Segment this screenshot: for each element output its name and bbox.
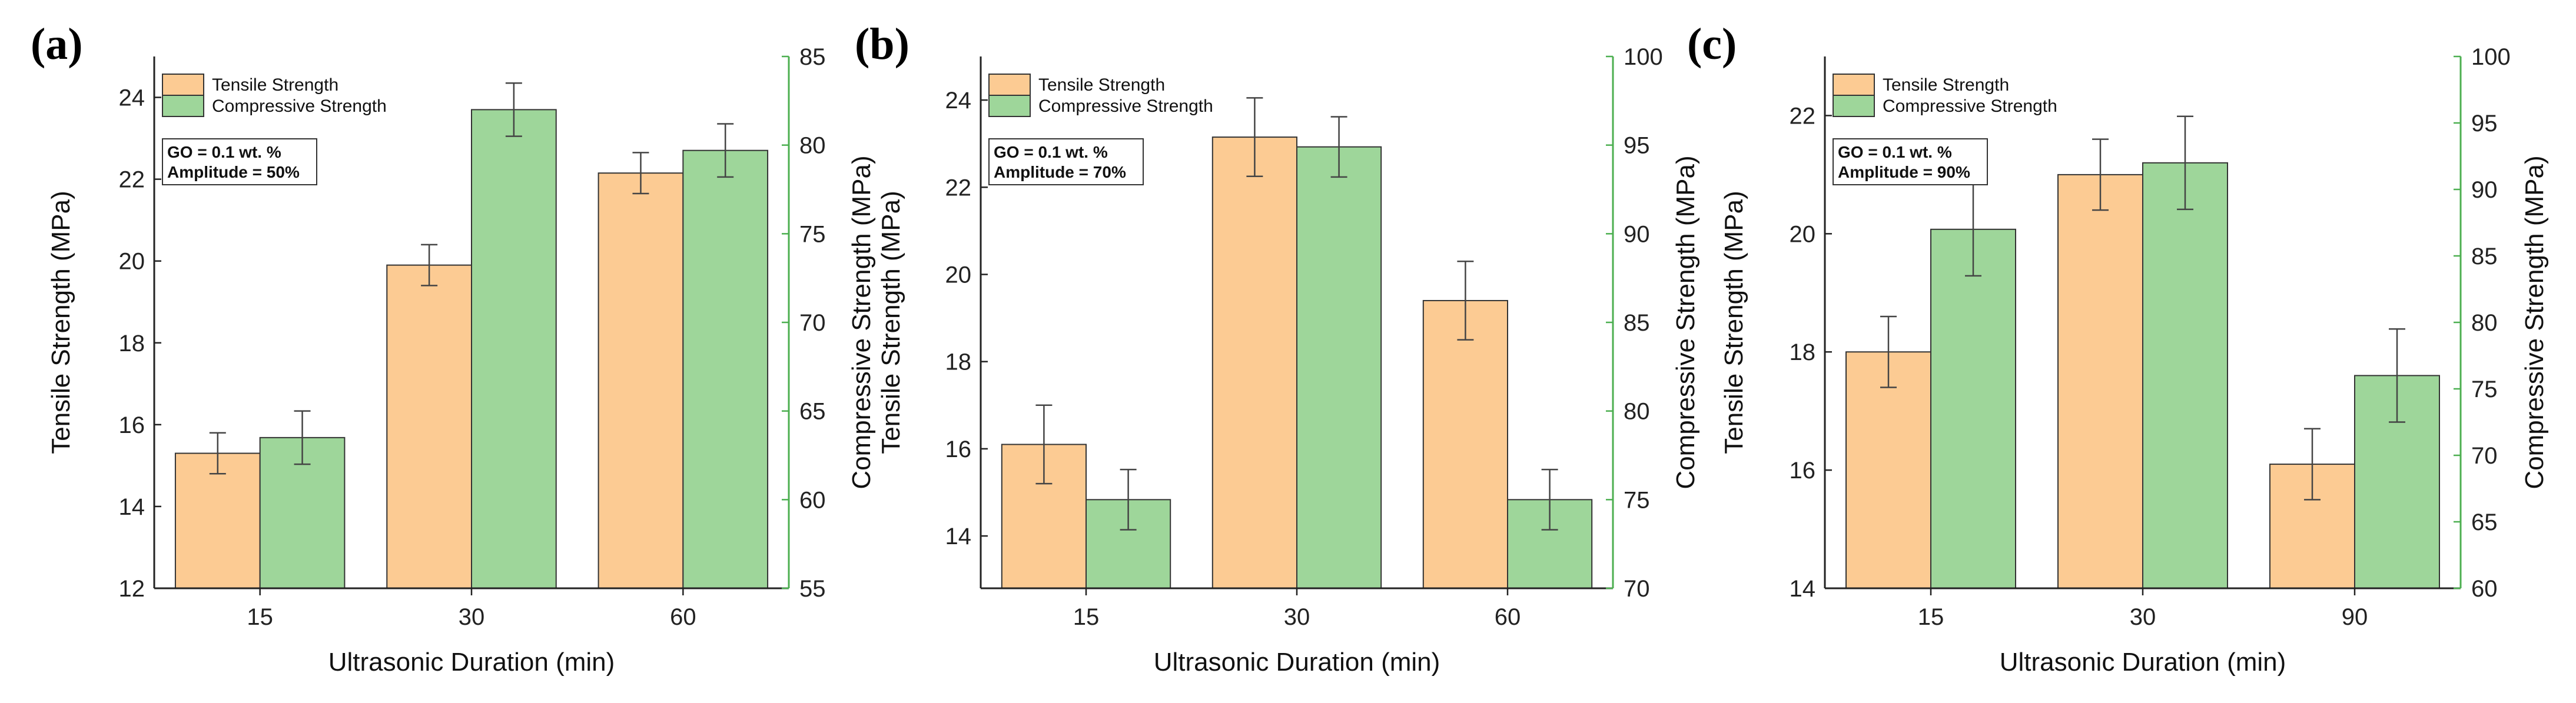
x-tick-label: 60 — [670, 604, 696, 630]
right-y-tick-label: 85 — [2471, 244, 2498, 269]
legend-swatch-tensile — [162, 74, 204, 96]
right-y-tick-label: 70 — [1624, 576, 1650, 602]
right-y-tick-label: 65 — [799, 399, 826, 425]
right-y-tick-label: 100 — [2471, 44, 2511, 70]
left-y-tick-label: 16 — [1790, 458, 1816, 484]
tensile-bar — [1211, 136, 1298, 589]
legend-label-compressive: Compressive Strength — [1883, 96, 2057, 116]
chart-panel-a: (a) 15 30 60 12 14 16 18 20 22 24 55 60 65 70 75 80 85 Ten… — [31, 19, 876, 677]
right-y-axis-title: Compressive Strength (MPa) — [1671, 155, 1700, 489]
right-y-tick-label: 60 — [799, 487, 826, 513]
left-y-tick-label: 14 — [1790, 576, 1816, 602]
right-y-tick-label: 70 — [799, 310, 826, 336]
right-y-tick-label: 95 — [2471, 111, 2498, 136]
left-y-tick-label: 20 — [1790, 221, 1816, 247]
left-y-tick-label: 20 — [119, 249, 145, 275]
legend-label-tensile: Tensile Strength — [1883, 75, 2009, 95]
tensile-bar — [597, 172, 684, 589]
right-y-tick-label: 75 — [2471, 377, 2498, 402]
tensile-bar — [386, 264, 472, 589]
legend-label-tensile: Tensile Strength — [1038, 75, 1165, 95]
right-y-tick-label: 90 — [2471, 177, 2498, 203]
right-y-tick-label: 85 — [799, 44, 826, 70]
right-y-tick-label: 75 — [799, 221, 826, 247]
left-y-tick-label: 20 — [945, 262, 972, 288]
x-axis-title: Ultrasonic Duration (min) — [1154, 648, 1440, 677]
left-y-tick-label: 18 — [119, 331, 145, 357]
panel-label: (b) — [855, 19, 909, 69]
annotation-box — [988, 138, 1144, 185]
legend-swatch-compressive — [162, 95, 204, 117]
right-y-tick-label: 85 — [1624, 310, 1650, 336]
x-tick-label: 30 — [2130, 604, 2156, 630]
tensile-bar — [174, 452, 261, 589]
left-y-tick-label: 22 — [945, 175, 972, 201]
tensile-bar — [1422, 299, 1509, 589]
right-y-tick-label: 70 — [2471, 443, 2498, 469]
right-y-tick-label: 80 — [799, 133, 826, 159]
left-y-tick-label: 14 — [119, 494, 145, 520]
right-y-tick-label: 80 — [1624, 399, 1650, 425]
left-y-axis-title: Tensile Strength (MPa) — [1719, 191, 1748, 454]
panel-label: (c) — [1687, 19, 1737, 69]
x-tick-label: 90 — [2342, 604, 2368, 630]
annotation-amplitude: Amplitude = 90% — [1838, 163, 1970, 181]
annotation-amplitude: Amplitude = 50% — [167, 163, 300, 181]
annotation-box — [1833, 138, 1988, 185]
legend-label-compressive: Compressive Strength — [212, 96, 387, 116]
x-axis-title: Ultrasonic Duration (min) — [2000, 648, 2286, 677]
x-tick-label: 30 — [1284, 604, 1310, 630]
annotation-amplitude: Amplitude = 70% — [994, 163, 1126, 181]
left-y-tick-label: 18 — [1790, 339, 1816, 365]
compressive-bar — [1930, 228, 2016, 589]
annotation-box — [162, 138, 317, 185]
right-y-axis-title: Compressive Strength (MPa) — [847, 155, 876, 489]
x-tick-label: 30 — [459, 604, 485, 630]
panel-label: (a) — [31, 19, 83, 69]
x-tick-label: 15 — [1918, 604, 1944, 630]
legend-swatch-compressive — [1833, 95, 1875, 117]
right-y-tick-label: 55 — [799, 576, 826, 602]
legend-label-tensile: Tensile Strength — [212, 75, 338, 95]
left-y-tick-label: 16 — [119, 412, 145, 438]
left-y-tick-label: 12 — [119, 576, 145, 602]
compressive-bar — [471, 109, 557, 589]
left-y-tick-label: 16 — [945, 437, 972, 462]
legend-swatch-compressive — [988, 95, 1031, 117]
right-y-tick-label: 60 — [2471, 576, 2498, 602]
x-tick-label: 15 — [1073, 604, 1100, 630]
legend-swatch-tensile — [988, 74, 1031, 96]
x-axis-title: Ultrasonic Duration (min) — [328, 648, 615, 677]
compressive-bar — [2142, 162, 2228, 589]
chart-panel-c: (c) 15 30 90 14 16 18 20 22 60 65 70 75 80 85 90 95 100 Te… — [1687, 19, 2549, 677]
right-y-tick-label: 75 — [1624, 487, 1650, 513]
annotation-concentration: GO = 0.1 wt. % — [167, 143, 281, 161]
compressive-bar — [682, 149, 769, 589]
x-tick-label: 15 — [247, 604, 273, 630]
right-y-tick-label: 95 — [1624, 133, 1650, 159]
right-y-tick-label: 100 — [1624, 44, 1663, 70]
right-y-tick-label: 65 — [2471, 509, 2498, 535]
left-y-tick-label: 24 — [945, 88, 972, 114]
left-y-tick-label: 18 — [945, 349, 972, 375]
compressive-bar — [1296, 146, 1382, 589]
left-y-tick-label: 24 — [119, 85, 145, 111]
left-y-tick-label: 22 — [119, 167, 145, 193]
x-tick-label: 60 — [1495, 604, 1521, 630]
annotation-concentration: GO = 0.1 wt. % — [1838, 143, 1952, 161]
left-y-axis-title: Tensile Strength (MPa) — [47, 191, 75, 454]
left-y-tick-label: 22 — [1790, 103, 1816, 129]
annotation-concentration: GO = 0.1 wt. % — [994, 143, 1108, 161]
left-y-tick-label: 14 — [945, 524, 972, 549]
legend-swatch-tensile — [1833, 74, 1875, 96]
right-y-tick-label: 90 — [1624, 221, 1650, 247]
left-y-axis-title: Tensile Strength (MPa) — [877, 191, 905, 454]
legend-label-compressive: Compressive Strength — [1038, 96, 1213, 116]
tensile-bar — [2057, 174, 2143, 589]
right-y-axis-title: Compressive Strength (MPa) — [2520, 155, 2549, 489]
right-y-tick-label: 80 — [2471, 310, 2498, 336]
chart-panel-b: (b) 15 30 60 14 16 18 20 22 24 70 75 80 85 90 95 100 Tens… — [855, 19, 1700, 677]
